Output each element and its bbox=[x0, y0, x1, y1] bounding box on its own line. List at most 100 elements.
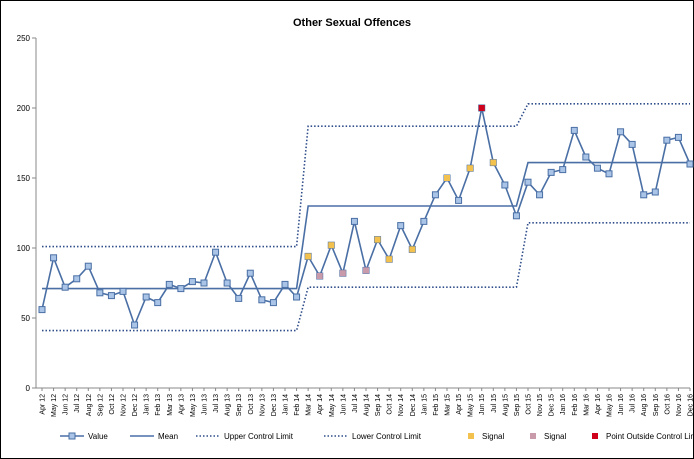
data-point bbox=[674, 133, 682, 141]
x-tick-label: Aug 14 bbox=[364, 394, 371, 416]
x-tick-label: Aug 16 bbox=[641, 394, 648, 416]
legend-label: Point Outside Control Limit bbox=[606, 432, 694, 441]
x-tick-label: Aug 15 bbox=[502, 394, 509, 416]
x-tick-label: May 16 bbox=[607, 394, 614, 417]
data-point bbox=[305, 253, 312, 260]
data-point bbox=[524, 178, 532, 186]
x-tick-label: Mar 13 bbox=[167, 394, 174, 416]
data-point bbox=[38, 306, 46, 314]
x-tick-label: Mar 16 bbox=[583, 394, 590, 416]
x-tick-label: Jan 15 bbox=[421, 394, 428, 415]
x-tick-label: Jun 13 bbox=[202, 394, 209, 415]
legend-item: Signal bbox=[468, 432, 504, 441]
x-tick-label: Sep 16 bbox=[653, 394, 660, 416]
data-point bbox=[339, 270, 346, 277]
data-point bbox=[467, 165, 474, 172]
x-tick-label: Jul 16 bbox=[630, 394, 637, 413]
data-point bbox=[547, 168, 555, 176]
data-point bbox=[617, 128, 625, 136]
legend-item: Point Outside Control Limit bbox=[592, 432, 694, 441]
data-point bbox=[363, 267, 369, 274]
data-point bbox=[188, 278, 196, 286]
data-point bbox=[131, 321, 139, 329]
data-point bbox=[686, 160, 694, 168]
data-point bbox=[119, 287, 127, 295]
data-point bbox=[212, 248, 220, 256]
data-point bbox=[501, 181, 509, 189]
x-tick-label: Dec 14 bbox=[410, 394, 417, 416]
x-tick-label: Oct 15 bbox=[526, 394, 533, 415]
x-tick-label: Jan 13 bbox=[144, 394, 151, 415]
x-tick-label: Apr 16 bbox=[595, 394, 602, 415]
legend-item: Upper Control Limit bbox=[196, 432, 294, 441]
x-tick-label: Jul 14 bbox=[352, 394, 359, 413]
x-tick-label: May 13 bbox=[190, 394, 197, 417]
x-tick-label: Jul 13 bbox=[213, 394, 220, 413]
data-point bbox=[374, 236, 381, 243]
x-tick-label: Jul 12 bbox=[74, 394, 81, 413]
x-tick-label: Nov 12 bbox=[121, 394, 128, 416]
x-tick-label: Sep 13 bbox=[236, 394, 243, 416]
x-tick-label: Jun 16 bbox=[618, 394, 625, 415]
data-point bbox=[455, 196, 463, 204]
x-tick-label: Oct 16 bbox=[664, 394, 671, 415]
data-point bbox=[350, 217, 358, 225]
x-tick-label: Nov 15 bbox=[537, 394, 544, 416]
data-point bbox=[431, 191, 439, 199]
x-tick-label: Nov 13 bbox=[259, 394, 266, 416]
data-point bbox=[96, 289, 104, 297]
x-tick-label: Nov 16 bbox=[676, 394, 683, 416]
x-tick-label: Feb 14 bbox=[294, 394, 301, 416]
legend-label: Lower Control Limit bbox=[352, 432, 422, 441]
data-point bbox=[142, 293, 150, 301]
x-tick-label: May 14 bbox=[329, 394, 336, 417]
legend-item: Lower Control Limit bbox=[324, 432, 422, 441]
x-tick-label: Feb 15 bbox=[433, 394, 440, 416]
x-tick-label: Jan 14 bbox=[283, 394, 290, 415]
x-tick-label: Sep 15 bbox=[514, 394, 521, 416]
x-tick-label: May 15 bbox=[468, 394, 475, 417]
legend: Value Mean Upper Control Limit Lower Contro… bbox=[60, 432, 694, 441]
data-point bbox=[154, 299, 162, 307]
legend-marker bbox=[530, 433, 536, 439]
legend-marker bbox=[68, 432, 76, 440]
legend-label: Mean bbox=[158, 432, 178, 441]
data-point bbox=[84, 262, 92, 270]
x-tick-label: Mar 14 bbox=[306, 394, 313, 416]
data-point bbox=[293, 293, 301, 301]
x-tick-label: Oct 12 bbox=[109, 394, 116, 415]
x-tick-label: Nov 14 bbox=[398, 394, 405, 416]
x-tick-label: Dec 16 bbox=[688, 394, 694, 416]
series-line bbox=[42, 222, 690, 332]
x-tick-label: Dec 15 bbox=[549, 394, 556, 416]
data-point bbox=[73, 275, 81, 283]
data-point bbox=[605, 170, 613, 178]
x-tick-label: Aug 12 bbox=[86, 394, 93, 416]
x-tick-label: Apr 12 bbox=[40, 394, 47, 415]
data-point bbox=[258, 296, 266, 304]
data-point bbox=[663, 136, 671, 144]
data-point bbox=[536, 191, 544, 199]
data-point bbox=[223, 279, 231, 287]
data-point bbox=[200, 279, 208, 287]
x-tick-label: Apr 13 bbox=[178, 394, 185, 415]
data-point bbox=[61, 283, 69, 291]
data-point bbox=[165, 280, 173, 288]
data-point bbox=[628, 140, 636, 148]
x-tick-label: Sep 12 bbox=[97, 394, 104, 416]
data-point bbox=[397, 222, 405, 230]
legend-label: Upper Control Limit bbox=[224, 432, 294, 441]
y-tick-label: 50 bbox=[21, 314, 30, 323]
y-tick-label: 100 bbox=[17, 244, 31, 253]
data-point bbox=[420, 217, 428, 225]
x-tick-label: Feb 13 bbox=[155, 394, 162, 416]
x-tick-label: Aug 13 bbox=[225, 394, 232, 416]
data-point bbox=[177, 285, 185, 293]
legend-marker bbox=[468, 433, 474, 439]
data-point bbox=[651, 188, 659, 196]
x-tick-label: Dec 12 bbox=[132, 394, 139, 416]
x-tick-label: Sep 14 bbox=[375, 394, 382, 416]
data-point bbox=[281, 280, 289, 288]
x-tick-label: Jun 14 bbox=[340, 394, 347, 415]
